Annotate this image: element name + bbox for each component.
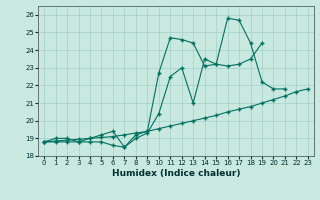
- X-axis label: Humidex (Indice chaleur): Humidex (Indice chaleur): [112, 169, 240, 178]
